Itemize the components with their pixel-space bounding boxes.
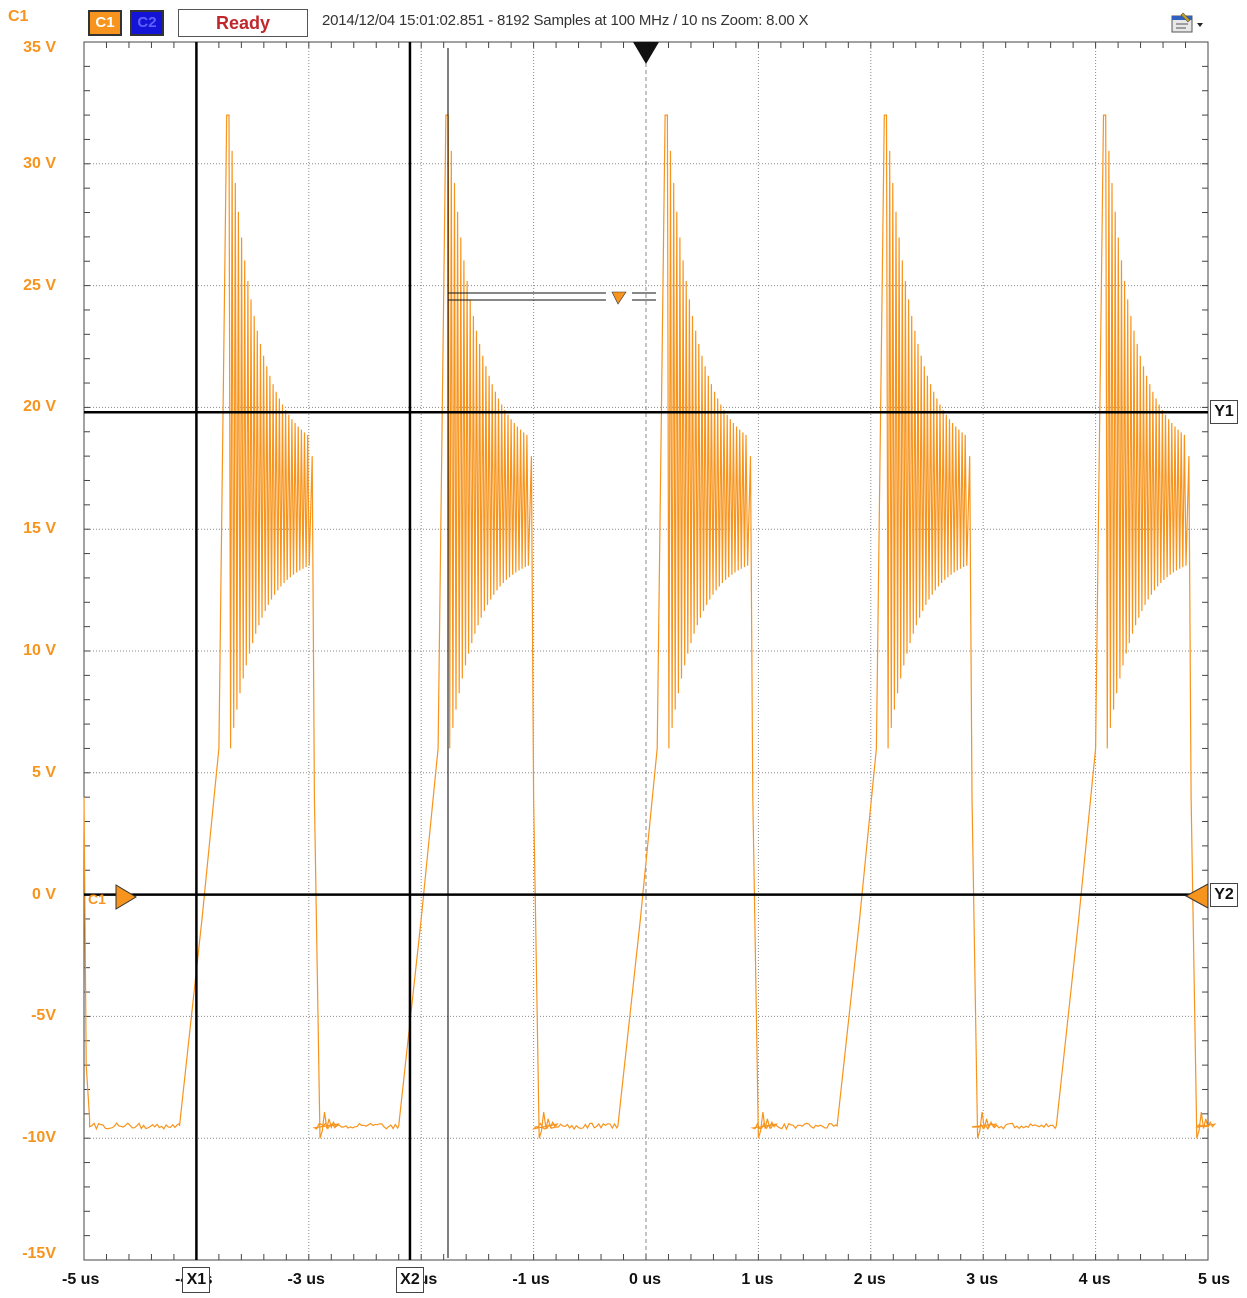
y-tick-label: -10V: [0, 1129, 56, 1147]
x-tick-label: -3 us: [288, 1271, 325, 1289]
y1-cursor-handle[interactable]: Y1: [1210, 400, 1238, 424]
toolbar: C1 C1 C2 Ready 2014/12/04 15:01:02.851 -…: [0, 0, 1247, 40]
y-tick-label: 10 V: [0, 642, 56, 660]
y-tick-label: 35 V: [0, 39, 56, 57]
x-tick-label: 4 us: [1079, 1271, 1111, 1289]
x-tick-label: -5 us: [62, 1271, 99, 1289]
channel-1-button[interactable]: C1: [88, 10, 122, 36]
x-tick-label: 5 us: [1198, 1271, 1230, 1289]
channel-2-button[interactable]: C2: [130, 10, 164, 36]
settings-menu-icon[interactable]: [1168, 10, 1206, 36]
x-tick-label: 2 us: [854, 1271, 886, 1289]
y-tick-label: 0 V: [0, 886, 56, 904]
x-tick-label: 3 us: [966, 1271, 998, 1289]
status-indicator: Ready: [178, 9, 308, 37]
x-tick-label: 1 us: [741, 1271, 773, 1289]
y2-cursor-handle[interactable]: Y2: [1210, 883, 1238, 907]
acquisition-info: 2014/12/04 15:01:02.851 - 8192 Samples a…: [322, 12, 808, 29]
waveform-display[interactable]: C1: [0, 40, 1247, 1270]
x1-cursor-handle[interactable]: X1: [182, 1267, 210, 1293]
y-tick-label: 20 V: [0, 398, 56, 416]
ground-marker-label: C1: [88, 891, 106, 907]
x-tick-label: -1 us: [512, 1271, 549, 1289]
x2-cursor-handle[interactable]: X2: [396, 1267, 424, 1293]
y-tick-label: 5 V: [0, 764, 56, 782]
y-tick-label: 25 V: [0, 277, 56, 295]
channel-label: C1: [8, 8, 28, 26]
y-tick-label: 15 V: [0, 520, 56, 538]
x-tick-label: 0 us: [629, 1271, 661, 1289]
y-tick-label: 30 V: [0, 155, 56, 173]
y-tick-label: -5V: [0, 1007, 56, 1025]
y-tick-label: -15V: [0, 1245, 56, 1263]
